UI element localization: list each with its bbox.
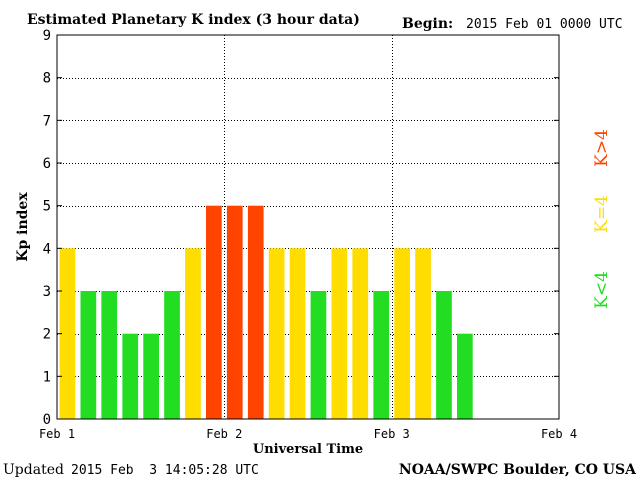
y-tick-label: 6 (43, 156, 51, 172)
kp-bar (164, 291, 180, 419)
y-tick-label: 1 (43, 369, 51, 385)
x-axis-label: Universal Time (253, 442, 363, 457)
begin-label: Begin: (402, 16, 453, 32)
x-tick-label: Feb 2 (206, 427, 242, 441)
y-tick-label: 4 (43, 241, 51, 257)
x-tick-label: Feb 3 (374, 427, 410, 441)
grid-lines (57, 35, 559, 419)
updated-value: 2015 Feb 3 14:05:28 UTC (71, 463, 259, 478)
y-axis-label: Kp index (15, 192, 31, 262)
kp-bar (331, 248, 348, 419)
kp-bar (310, 291, 327, 419)
y-tick-labels: 0 1 2 3 4 5 6 7 8 9 (43, 28, 559, 428)
y-tick-label: 3 (43, 284, 51, 300)
kp-bar (394, 248, 410, 419)
kp-bar (206, 205, 222, 419)
updated-label: Updated (3, 462, 64, 478)
y-tick-label: 5 (43, 199, 51, 215)
begin-value: 2015 Feb 01 0000 UTC (466, 17, 623, 32)
x-tick-label: Feb 1 (39, 427, 75, 441)
kp-bar (415, 248, 431, 419)
credit-text: NOAA/SWPC Boulder, CO USA (399, 462, 637, 478)
kp-bar (352, 248, 369, 419)
kp-bar (373, 291, 390, 419)
kp-bar (457, 333, 473, 419)
plot-frame (56, 34, 560, 420)
legend-equal: K=4 (592, 195, 612, 233)
kp-bar (289, 248, 306, 419)
bars (59, 205, 473, 419)
legend-low: K<4 (592, 271, 612, 309)
kp-bar (101, 291, 118, 419)
kp-bar (247, 205, 264, 419)
x-tick-labels: Feb 1 Feb 2 Feb 3 Feb 4 (39, 427, 577, 441)
y-tick-label: 7 (43, 113, 51, 129)
kp-bar (80, 291, 97, 419)
kp-bar (122, 333, 139, 419)
kp-bar (59, 248, 76, 419)
kp-bar (226, 205, 243, 419)
y-tick-label: 8 (43, 71, 51, 87)
x-tick-label: Feb 4 (541, 427, 577, 441)
legend-high: K>4 (592, 129, 612, 167)
kp-bar (268, 248, 285, 419)
kp-bar (185, 248, 201, 419)
y-tick-label: 0 (43, 412, 51, 428)
kp-bar (436, 291, 452, 419)
chart-title: Estimated Planetary K index (3 hour data… (27, 12, 360, 28)
y-tick-label: 9 (43, 28, 51, 44)
kp-bar (143, 333, 159, 419)
y-tick-label: 2 (43, 327, 51, 343)
